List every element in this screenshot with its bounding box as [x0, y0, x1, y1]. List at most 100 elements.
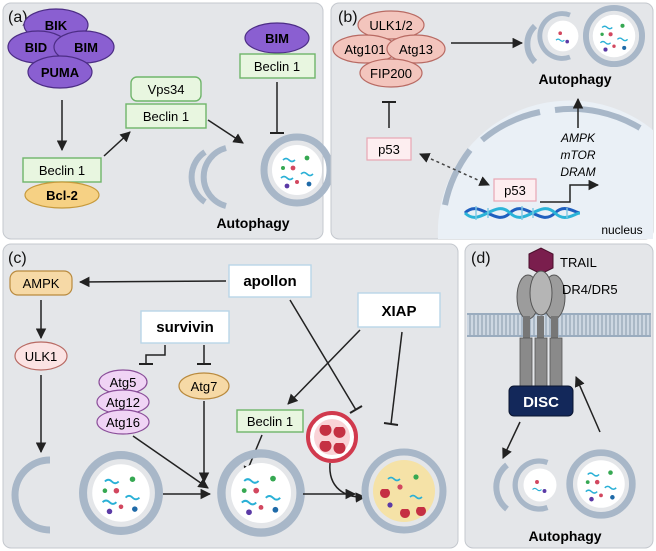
atg16-node — [96, 409, 150, 435]
panel-d-label: (d) — [471, 250, 491, 267]
panel-a-label: (a) — [8, 9, 28, 26]
autophagosome-c2 — [221, 453, 300, 532]
trail-label: TRAIL — [560, 255, 597, 270]
autophagy-label-b: Autophagy — [538, 71, 611, 87]
ampk-c-label: AMPK — [23, 276, 60, 291]
beclin1-mid-box — [125, 103, 207, 129]
phagophore-d2 — [512, 458, 557, 512]
ulk12-node — [357, 10, 425, 40]
atg12-label: Atg12 — [106, 395, 140, 410]
atg13-node — [386, 34, 446, 64]
autophagosome-a — [264, 137, 330, 203]
fip200-label: FIP200 — [370, 66, 412, 81]
panel-b: (b) nucleus ULK1/2 Atg101 Atg13 FIP200 p… — [330, 2, 654, 240]
p53-nuc-box — [493, 178, 537, 202]
p53-nuc-label: p53 — [504, 183, 526, 198]
bim-right-label: BIM — [265, 31, 289, 46]
vps34-box — [130, 76, 202, 102]
beclin1-right-label: Beclin 1 — [254, 59, 300, 74]
inhibit-bar-xiap — [383, 422, 399, 426]
inhibit-line-survivin-atg5 — [145, 345, 166, 364]
atg13-label: Atg13 — [399, 42, 433, 57]
apollon-box — [228, 264, 312, 298]
dr4-dr5-receptor — [516, 270, 566, 387]
beclin1-left-label: Beclin 1 — [39, 163, 85, 178]
bik-label: BIK — [45, 18, 68, 33]
nuclear-envelope-3 — [554, 105, 642, 131]
autophagy-label-a: Autophagy — [216, 215, 289, 231]
atg7-node — [178, 372, 230, 400]
arrow-to-vps34 — [103, 131, 131, 157]
phagophore-c — [11, 456, 51, 534]
p53-cyto-label: p53 — [378, 142, 400, 157]
autophagy-label-d: Autophagy — [528, 528, 601, 544]
dram-gene-label: DRAM — [560, 165, 595, 179]
phagophore-a2 — [200, 145, 227, 209]
lysosome — [306, 411, 358, 463]
xiap-label: XIAP — [381, 303, 416, 320]
bcl2-label: Bcl-2 — [46, 188, 78, 203]
ampk-gene-label: AMPK — [560, 131, 596, 145]
atg16-label: Atg16 — [106, 415, 140, 430]
p53-cyto-box — [366, 137, 412, 161]
atg7-label: Atg7 — [191, 379, 218, 394]
disc-complex — [508, 385, 574, 417]
beclin1-left-box — [22, 157, 102, 183]
arrow-autophagy-to-disc — [574, 376, 601, 433]
inhibit-bar-apollon — [349, 405, 363, 414]
arrow-to-autophagy-a — [207, 119, 244, 144]
puma-node — [27, 55, 93, 89]
beclin1-mid-label: Beclin 1 — [143, 109, 189, 124]
beclin1-c-label: Beclin 1 — [247, 414, 293, 429]
plasma-membrane — [467, 314, 651, 336]
nucleus-label: nucleus — [601, 223, 642, 237]
apollon-label: apollon — [243, 273, 296, 290]
xiap-box — [357, 292, 441, 328]
autophagosome-b — [586, 8, 642, 64]
panel-c: (c) AMPK ULK1 apollon survivin Atg5 Atg1… — [2, 243, 459, 549]
ulk12-label: ULK1/2 — [369, 18, 412, 33]
atg101-label: Atg101 — [344, 42, 385, 57]
autophagosome-d — [570, 453, 633, 516]
phagophore-b2 — [537, 11, 579, 61]
ulk-complex: ULK1/2 Atg101 Atg13 FIP200 — [332, 10, 446, 88]
bim-right-node — [244, 22, 310, 54]
disc-label: DISC — [523, 394, 559, 411]
vps34-label: Vps34 — [148, 82, 185, 97]
nuclear-envelope-2 — [480, 109, 541, 143]
puma-label: PUMA — [41, 65, 80, 80]
ulk1-node — [14, 341, 68, 371]
phagophore-d1 — [493, 462, 509, 512]
atg5-label: Atg5 — [110, 375, 137, 390]
p53-translocation-arrow — [419, 153, 490, 186]
receptor-label: DR4/DR5 — [562, 282, 618, 297]
ampk-c-box — [9, 270, 73, 296]
trail-ligand — [528, 247, 554, 275]
phagophore-a1 — [188, 149, 207, 205]
beclin1-c-box — [236, 409, 304, 433]
bim-label: BIM — [74, 40, 98, 55]
arrow-xiap-to-beclin — [287, 329, 361, 405]
arrow-atg-to-autophagosome — [132, 435, 209, 489]
bid-label: BID — [25, 40, 47, 55]
mtor-gene-label: mTOR — [560, 148, 595, 162]
inhibit-line-xiap — [390, 331, 403, 425]
autophagosome-c1 — [83, 455, 159, 531]
panel-c-label: (c) — [8, 250, 27, 267]
dna-helix — [463, 206, 581, 220]
panel-b-label: (b) — [338, 9, 358, 26]
beclin1-right-box — [239, 53, 316, 79]
survivin-box — [140, 310, 230, 344]
phagophore-b1 — [524, 23, 538, 65]
inhibit-line-apollon — [289, 299, 357, 411]
ulk1-label: ULK1 — [25, 349, 58, 364]
bcl2-node — [24, 181, 100, 209]
autolysosome-c — [361, 448, 447, 534]
transcription-arrow — [540, 179, 600, 203]
bh3-cluster: BIK BID BIM PUMA — [7, 8, 115, 89]
survivin-label: survivin — [156, 319, 214, 336]
panel-d: (d) TRAIL DR4/DR5 DISC — [464, 243, 654, 549]
arrow-apollon-to-ampk — [78, 276, 227, 288]
fip200-node — [359, 58, 423, 88]
